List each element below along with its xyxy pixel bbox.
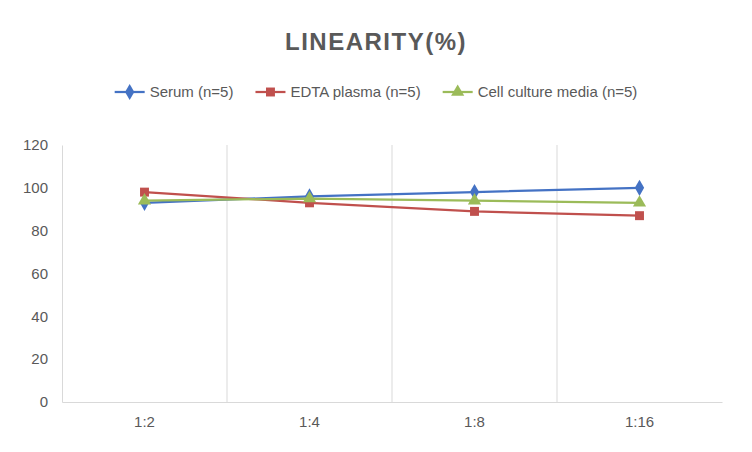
x-tick: 1:2: [134, 402, 155, 430]
x-tick-label: 1:16: [625, 413, 654, 430]
x-tick: 1:16: [625, 402, 654, 430]
y-tick: 120: [23, 136, 62, 153]
y-axis-line: [62, 146, 63, 403]
y-tick: 80: [31, 222, 62, 239]
marker: [468, 193, 481, 204]
legend-marker: [125, 84, 134, 100]
legend-label: Serum (n=5): [150, 83, 234, 100]
legend-label: EDTA plasma (n=5): [290, 83, 420, 100]
grid: [227, 145, 557, 402]
y-tick: 60: [31, 265, 62, 282]
x-tick: 1:4: [299, 402, 320, 430]
legend-marker: [266, 88, 275, 97]
y-tick-label: 100: [23, 179, 48, 196]
y-tick-label: 120: [23, 136, 48, 153]
marker: [635, 180, 644, 196]
y-axis: 0 20 40 60 80 100 120: [23, 136, 63, 410]
chart: LINEARITY(%) 0 20 40 60 80 100 120 1:2 1:4 1:8 1:16…: [0, 0, 752, 452]
y-tick-label: 40: [31, 308, 48, 325]
legend-item: Cell culture media (n=5): [443, 83, 638, 100]
marker: [633, 195, 646, 206]
x-tick-label: 1:2: [134, 413, 155, 430]
grid-line: [557, 145, 558, 402]
legend-label: Cell culture media (n=5): [478, 83, 638, 100]
background: [0, 0, 752, 452]
y-tick: 40: [31, 308, 62, 325]
legend-item: EDTA plasma (n=5): [255, 83, 420, 100]
marker: [470, 207, 479, 216]
y-tick: 0: [40, 393, 62, 410]
y-tick-label: 20: [31, 350, 48, 367]
marker: [635, 211, 644, 220]
legend-item: Serum (n=5): [115, 83, 234, 100]
y-tick-label: 0: [40, 393, 48, 410]
grid-line: [392, 145, 393, 402]
y-tick-label: 60: [31, 265, 48, 282]
y-tick: 100: [23, 179, 62, 196]
legend-marker: [451, 84, 464, 95]
legend: Serum (n=5) EDTA plasma (n=5) Cell culture…: [115, 83, 638, 100]
series-line: [145, 192, 640, 216]
y-tick: 20: [31, 350, 62, 367]
x-tick-label: 1:8: [464, 413, 485, 430]
plot-area: [138, 180, 646, 220]
x-tick: 1:8: [464, 402, 485, 430]
title: LINEARITY(%): [285, 28, 467, 55]
x-tick-label: 1:4: [299, 413, 320, 430]
y-tick-label: 80: [31, 222, 48, 239]
x-axis: 1:2 1:4 1:8 1:16: [63, 402, 723, 430]
x-axis-line: [63, 402, 723, 403]
series-line: [145, 188, 640, 203]
marker: [303, 191, 316, 202]
grid-line: [227, 145, 228, 402]
marker: [138, 193, 151, 204]
series-line: [145, 199, 640, 203]
